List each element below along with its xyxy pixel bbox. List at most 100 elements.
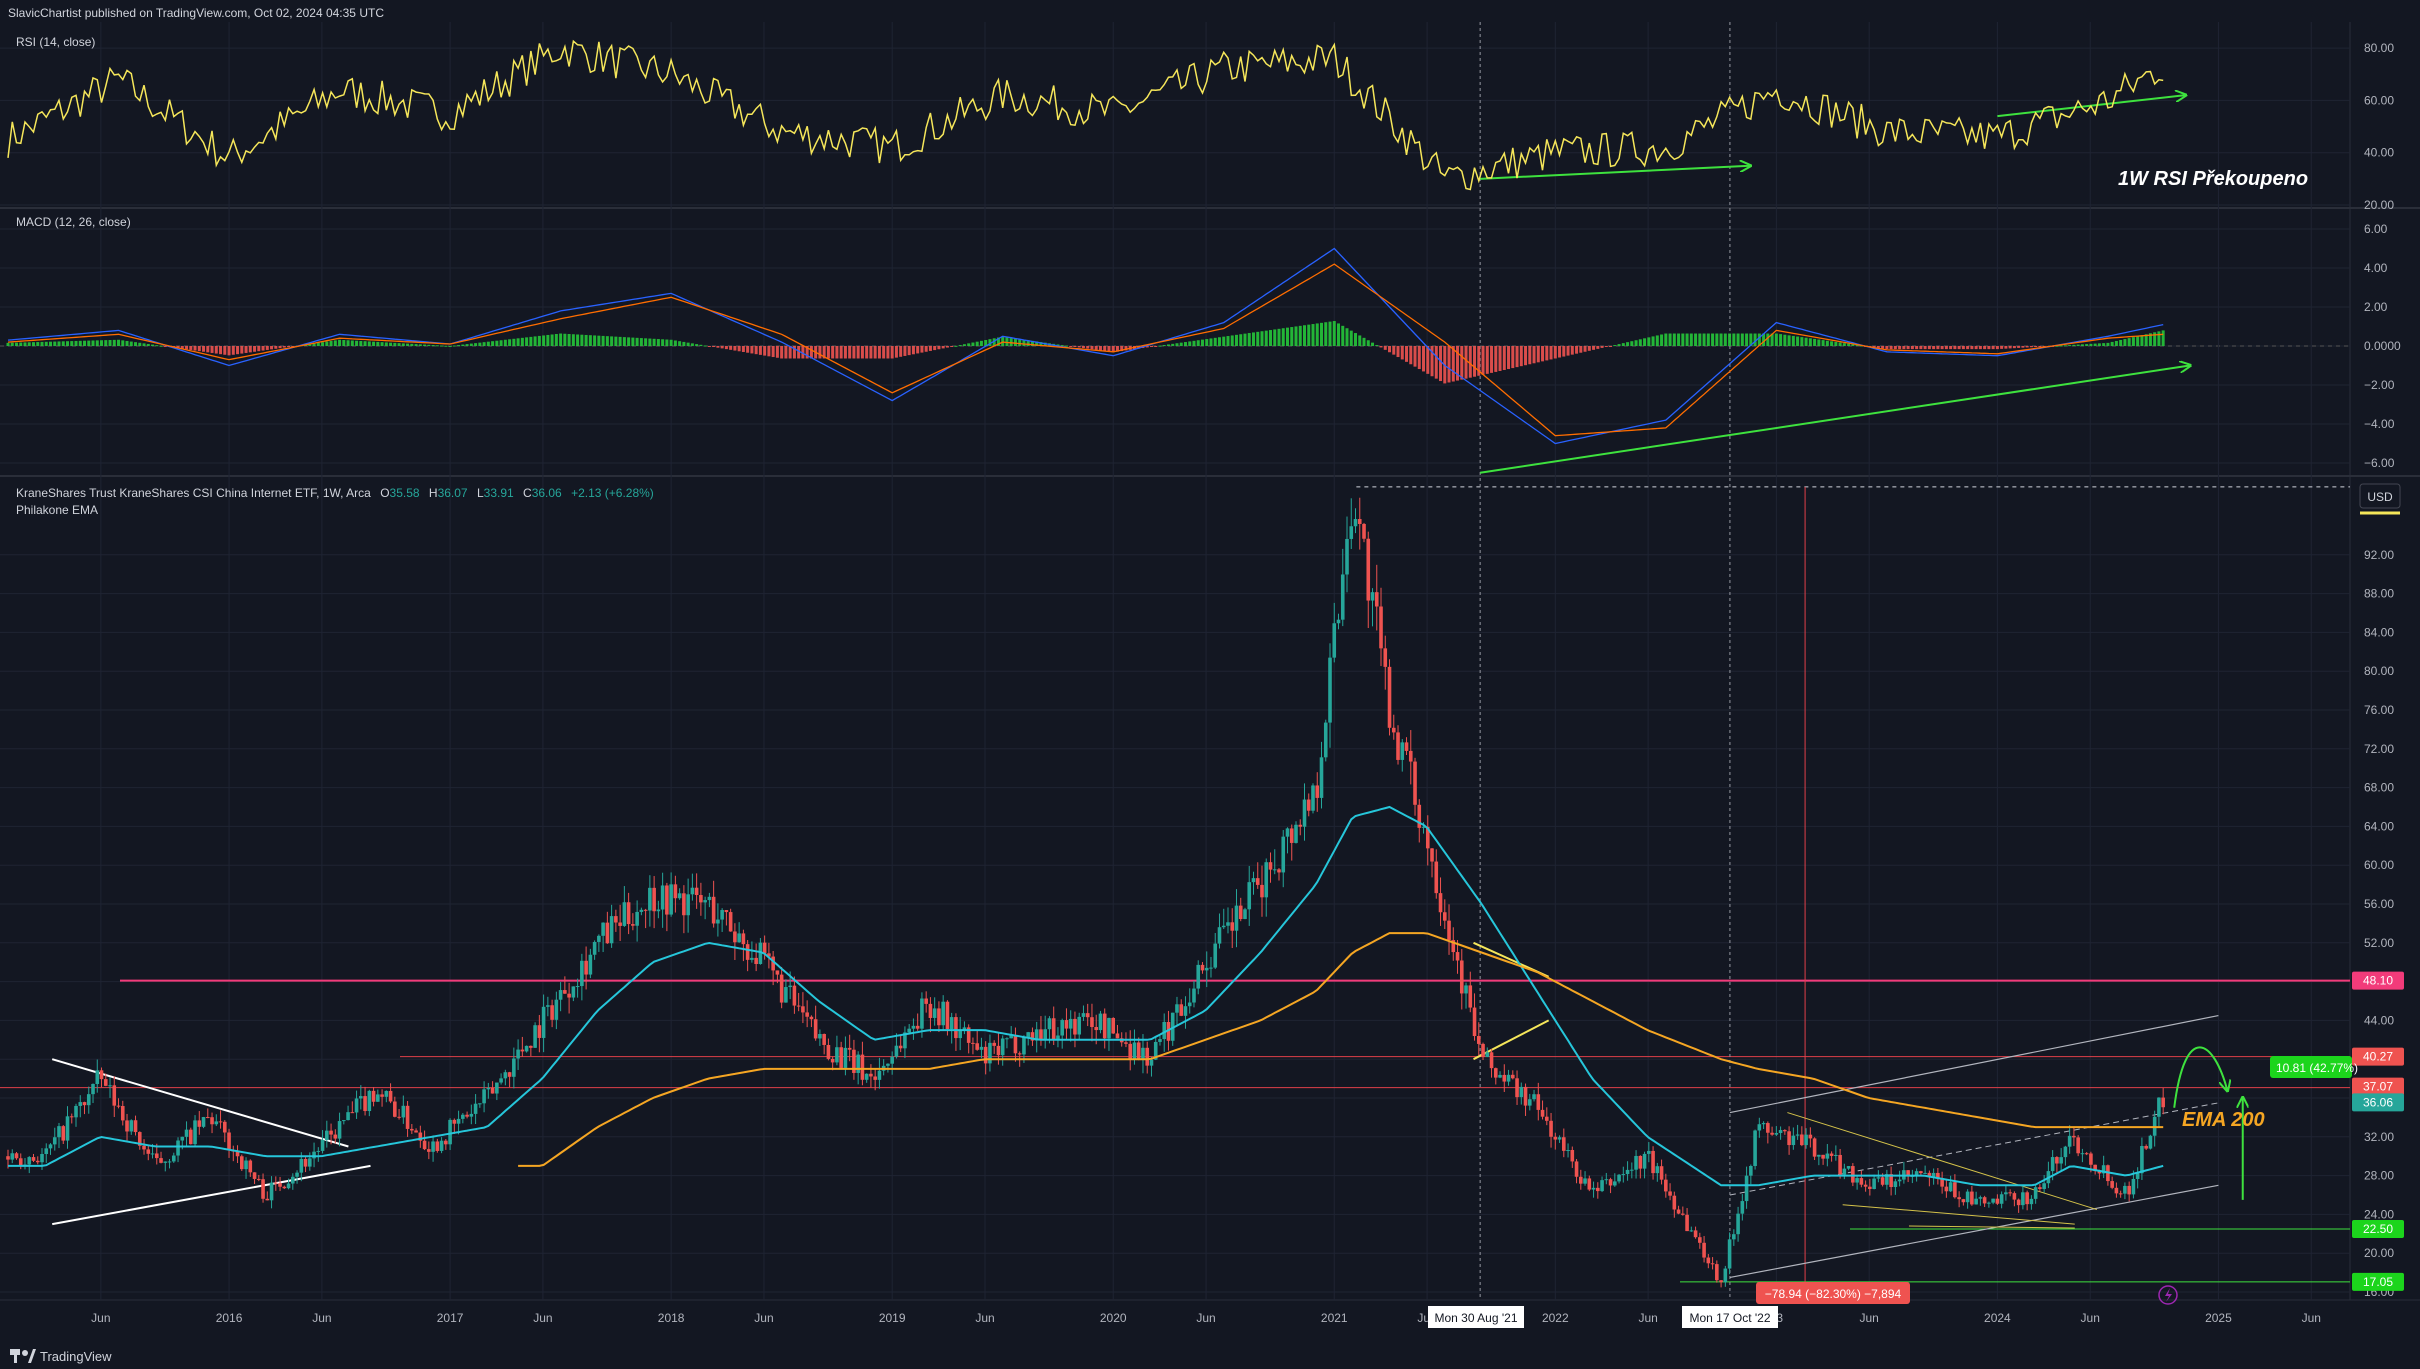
macd-histogram-bar bbox=[1030, 340, 1034, 346]
macd-histogram-bar bbox=[593, 335, 597, 346]
candle-body bbox=[1608, 1179, 1613, 1186]
macd-histogram-bar bbox=[690, 343, 694, 346]
candle-body bbox=[1464, 985, 1468, 994]
candle-body bbox=[992, 1042, 996, 1046]
candle-body bbox=[1047, 1018, 1052, 1030]
candle-body bbox=[1562, 1137, 1566, 1151]
macd-histogram-bar bbox=[95, 340, 99, 346]
candle-body bbox=[129, 1120, 134, 1132]
candle-body bbox=[1710, 1263, 1715, 1265]
candle-body bbox=[2157, 1097, 2161, 1117]
candle-body bbox=[261, 1179, 265, 1199]
macd-histogram-bar bbox=[597, 335, 601, 346]
macd-histogram-bar bbox=[1978, 346, 1982, 350]
candle-body bbox=[222, 1121, 227, 1133]
candle-body bbox=[2033, 1187, 2038, 1199]
candle-body bbox=[1000, 1038, 1005, 1056]
candle-body bbox=[1340, 574, 1345, 620]
candle-body bbox=[558, 990, 563, 1000]
macd-histogram-bar bbox=[1711, 333, 1715, 346]
macd-histogram-bar bbox=[363, 341, 367, 346]
candle-body bbox=[1995, 1198, 2000, 1204]
candle-body bbox=[954, 1017, 958, 1039]
candle-body bbox=[354, 1098, 359, 1113]
macd-histogram-bar bbox=[1766, 333, 1770, 346]
candle-body bbox=[308, 1158, 312, 1167]
candle-body bbox=[142, 1145, 146, 1150]
macd-histogram-bar bbox=[219, 346, 223, 355]
macd-histogram-bar bbox=[737, 346, 741, 352]
candle-body bbox=[1506, 1074, 1511, 1082]
candle-body bbox=[1544, 1116, 1549, 1121]
price-tick: 20.00 bbox=[2364, 1246, 2394, 1260]
macd-histogram-bar bbox=[32, 342, 36, 346]
macd-histogram-bar bbox=[937, 346, 941, 350]
macd-histogram-bar bbox=[1273, 329, 1277, 346]
candle-body bbox=[342, 1120, 346, 1122]
macd-histogram-bar bbox=[2072, 344, 2076, 346]
macd-tick: 6.00 bbox=[2364, 222, 2388, 236]
macd-histogram-bar bbox=[1974, 346, 1978, 350]
macd-histogram-bar bbox=[87, 340, 91, 346]
candle-body bbox=[495, 1082, 499, 1094]
macd-histogram-bar bbox=[329, 340, 333, 346]
candle-body bbox=[431, 1141, 435, 1152]
price-pane[interactable] bbox=[0, 478, 2350, 1293]
macd-histogram-bar bbox=[1796, 336, 1800, 346]
macd-histogram-bar bbox=[962, 344, 966, 346]
candle-body bbox=[1698, 1237, 1702, 1243]
macd-histogram-bar bbox=[1077, 346, 1081, 348]
macd-histogram-bar bbox=[1154, 346, 1158, 347]
candle-body bbox=[1987, 1202, 1991, 1204]
macd-histogram-bar bbox=[1354, 333, 1358, 346]
lightning-icon[interactable] bbox=[2158, 1285, 2178, 1305]
macd-histogram-bar bbox=[1791, 335, 1795, 346]
candle-body bbox=[1579, 1176, 1583, 1184]
candle-body bbox=[843, 1047, 848, 1068]
macd-histogram-bar bbox=[100, 340, 104, 346]
candle-body bbox=[1272, 869, 1277, 871]
candle-body bbox=[1676, 1209, 1681, 1214]
macd-histogram-bar bbox=[1647, 337, 1651, 346]
currency-button[interactable] bbox=[2359, 483, 2401, 509]
candle-body bbox=[937, 1008, 941, 1026]
macd-histogram-bar bbox=[159, 345, 163, 347]
candle-body bbox=[1914, 1171, 1919, 1176]
macd-histogram-bar bbox=[1927, 346, 1931, 350]
macd-histogram-bar bbox=[686, 342, 690, 346]
candle-body bbox=[588, 954, 593, 975]
macd-histogram-bar bbox=[1234, 334, 1238, 346]
candle-body bbox=[716, 919, 720, 924]
open-label: O bbox=[380, 486, 389, 500]
candle-body bbox=[1583, 1178, 1587, 1184]
price-tick: 60.00 bbox=[2364, 858, 2394, 872]
macd-pane[interactable] bbox=[0, 210, 2350, 475]
candle-body bbox=[427, 1149, 431, 1152]
macd-histogram-bar bbox=[1562, 346, 1566, 357]
macd-histogram-bar bbox=[1366, 340, 1370, 346]
macd-histogram-bar bbox=[2080, 344, 2084, 346]
macd-histogram-bar bbox=[1787, 335, 1791, 346]
time-tick: Jun bbox=[1638, 1311, 1657, 1325]
macd-tick: 4.00 bbox=[2364, 261, 2388, 275]
macd-histogram-bar bbox=[988, 339, 992, 346]
rsi-pane[interactable] bbox=[0, 22, 2350, 207]
candle-body bbox=[1285, 828, 1290, 837]
candle-body bbox=[1366, 538, 1371, 601]
candle-body bbox=[1289, 828, 1294, 843]
candle-body bbox=[1425, 826, 1430, 849]
macd-histogram-bar bbox=[1604, 346, 1608, 347]
macd-histogram-bar bbox=[758, 346, 762, 355]
candle-body bbox=[529, 1045, 533, 1048]
macd-histogram-bar bbox=[333, 340, 337, 346]
candle-body bbox=[648, 887, 652, 911]
macd-histogram-bar bbox=[40, 341, 44, 346]
macd-histogram-bar bbox=[890, 346, 894, 359]
candle-body bbox=[911, 1025, 916, 1029]
macd-histogram-bar bbox=[792, 346, 796, 359]
macd-histogram-bar bbox=[2144, 334, 2148, 346]
macd-histogram-bar bbox=[1889, 346, 1893, 350]
candle-body bbox=[2012, 1193, 2017, 1200]
macd-histogram-bar bbox=[669, 339, 673, 346]
